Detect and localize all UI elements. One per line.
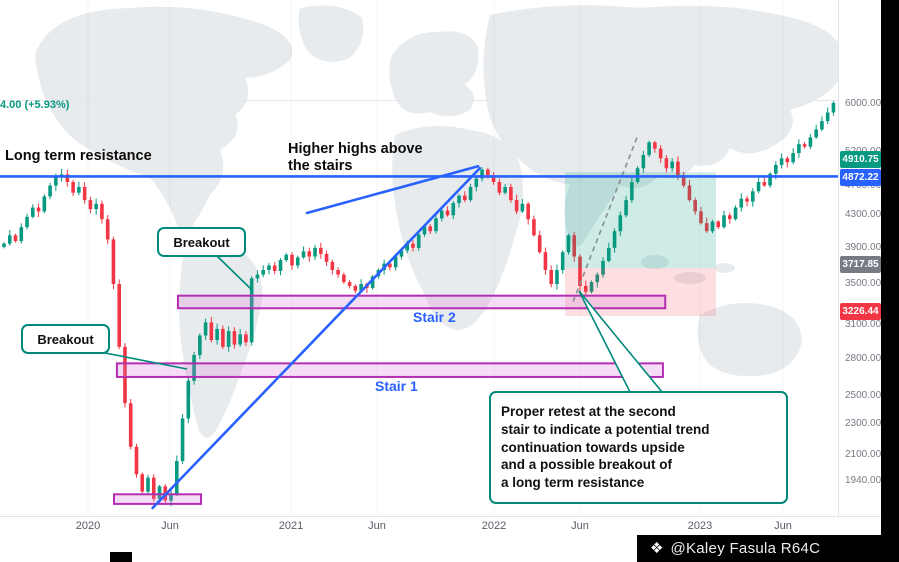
time-tick: Jun — [571, 520, 589, 532]
trendline-2 — [305, 164, 480, 215]
price-tick: 3900.00 — [845, 241, 882, 253]
long-position-profit-box — [565, 172, 716, 269]
map-europe — [389, 31, 479, 117]
breakout-callout-1[interactable]: Breakout — [157, 227, 246, 257]
stair-1-label[interactable]: Stair 1 — [375, 378, 418, 394]
watermark-logo-icon: ❖ — [650, 540, 664, 557]
map-island — [715, 263, 735, 273]
stair-2-label[interactable]: Stair 2 — [413, 309, 456, 325]
price-tick: 3100.00 — [845, 318, 882, 330]
price-badge: 3226.44 — [840, 303, 881, 320]
map-island — [674, 272, 706, 284]
breakout-callout-2[interactable]: Breakout — [21, 324, 110, 354]
retest-callout-text: Proper retest at the second stair to ind… — [501, 403, 710, 491]
time-tick: Jun — [161, 520, 179, 532]
map-greenland — [298, 5, 364, 62]
candlestick-series — [2, 101, 836, 507]
time-tick: 2023 — [687, 520, 713, 532]
price-axis[interactable]: 6000.005200.004700.004300.003900.003500.… — [838, 0, 882, 535]
price-tick: 1940.00 — [845, 475, 882, 487]
watermark-text: @Kaley Fasula R64C — [670, 540, 821, 557]
breakout-1-tail — [216, 255, 253, 291]
stair-zone-stair-1 — [115, 362, 664, 378]
bottom-black-mark — [110, 552, 132, 562]
time-axis[interactable]: 2020 Jun 2021 Jun 2022 Jun 2023 Jun — [0, 516, 881, 536]
time-tick: 2020 — [75, 520, 101, 532]
trendline-1 — [151, 166, 482, 510]
price-tick: 4300.00 — [845, 209, 882, 221]
watermark-bar: ❖ @Kaley Fasula R64C — [637, 535, 881, 562]
drawing-overlays[interactable] — [0, 137, 838, 510]
projection-dashed-line — [572, 137, 638, 302]
map-north-america — [35, 6, 293, 234]
price-tick: 6000.00 — [845, 98, 882, 109]
right-black-strip — [881, 0, 899, 562]
price-tick: 3500.00 — [845, 278, 882, 290]
map-south-america — [179, 241, 263, 438]
time-tick: Jun — [368, 520, 386, 532]
series-legend: 4.00 (+5.93%) — [0, 99, 70, 111]
price-tick: 2300.00 — [845, 418, 882, 430]
breakout-callout-2-text: Breakout — [37, 331, 94, 347]
price-badge: 3717.85 — [840, 256, 881, 273]
stair-zone-stair-2 — [176, 294, 667, 310]
map-asia — [483, 5, 846, 247]
map-australia — [697, 302, 802, 377]
price-tick: 2100.00 — [845, 448, 882, 460]
price-tick: 2800.00 — [845, 352, 882, 364]
long-term-resistance-label[interactable]: Long term resistance — [5, 148, 152, 164]
price-badge: 4872.22 — [840, 169, 881, 186]
time-tick: Jun — [774, 520, 792, 532]
map-island — [641, 255, 669, 269]
breakout-2-tail — [99, 351, 188, 370]
higher-highs-label[interactable]: Higher highs above the stairs — [288, 141, 423, 175]
time-tick: 2021 — [278, 520, 304, 532]
time-tick: 2022 — [481, 520, 507, 532]
price-badge: 4910.75 — [840, 151, 881, 168]
retest-callout[interactable]: Proper retest at the second stair to ind… — [489, 391, 788, 504]
breakout-callout-1-text: Breakout — [173, 234, 230, 250]
price-tick: 2500.00 — [845, 390, 882, 402]
